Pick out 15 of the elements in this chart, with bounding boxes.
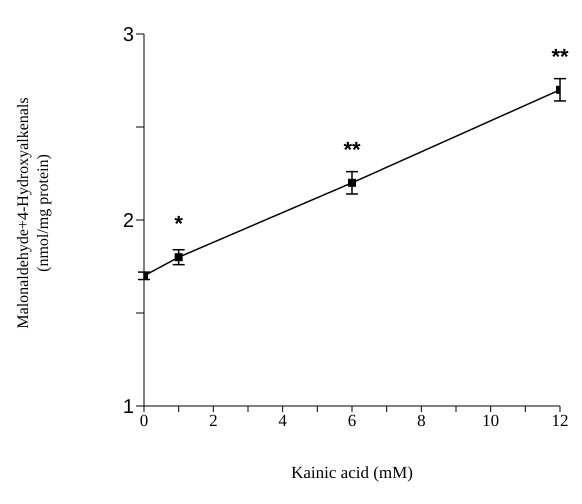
y-axis-title: Malonaldehyde+4-Hydroxyalkenals (nmol/mg protein) <box>15 97 52 329</box>
x-tick-label: 6 <box>348 411 356 430</box>
annotation: * <box>174 211 184 236</box>
x-tick-label: 8 <box>417 411 426 430</box>
y-tick-label: 1 <box>122 396 134 418</box>
annotation: ** <box>343 136 361 162</box>
x-tick-label: 0 <box>140 411 148 430</box>
x-tick-label: 4 <box>278 411 288 430</box>
x-tick-label: 2 <box>209 411 218 430</box>
annotation: ** <box>551 44 569 69</box>
x-tick-label: 12 <box>552 411 568 430</box>
x-axis-title: Kainic acid (mM) <box>291 463 413 482</box>
x-tick-label: 10 <box>482 411 500 430</box>
y-tick-label: 3 <box>122 24 134 46</box>
y-tick-label: 2 <box>122 210 134 232</box>
